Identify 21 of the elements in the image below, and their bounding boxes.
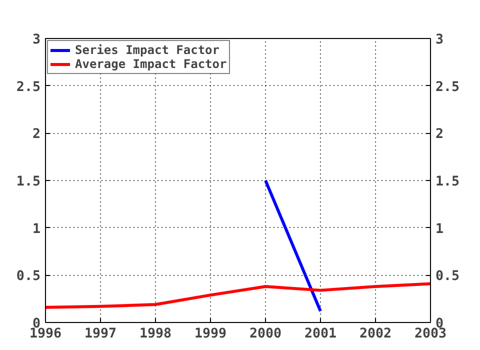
y-tick-label: 3 [32,32,41,48]
y-tick-label: 1 [32,222,41,237]
y-tick-label: 2.5 [16,80,41,95]
y2-tick-label: 2.5 [436,80,460,95]
y2-tick-label: 1 [436,222,444,237]
y2-tick-label: 2 [436,127,444,142]
x-tick-label: 1997 [84,326,117,342]
y-tick-label: 1.5 [16,174,41,190]
y-tick-label: 0.5 [16,269,41,284]
legend-label: Series Impact Factor [75,43,220,57]
y2-tick-label: 0.5 [436,269,460,284]
legend-label: Average Impact Factor [75,57,227,71]
x-tick-label: 2000 [249,326,282,342]
y2-tick-label: 1.5 [436,174,460,190]
y-tick-label: 2 [32,127,41,142]
x-tick-label: 2001 [304,326,337,342]
x-tick-label: 1999 [194,326,227,342]
y2-tick-label: 3 [436,32,444,48]
x-tick-label: 2002 [359,326,392,342]
x-tick-label: 1998 [139,326,172,342]
line-series [46,282,430,309]
